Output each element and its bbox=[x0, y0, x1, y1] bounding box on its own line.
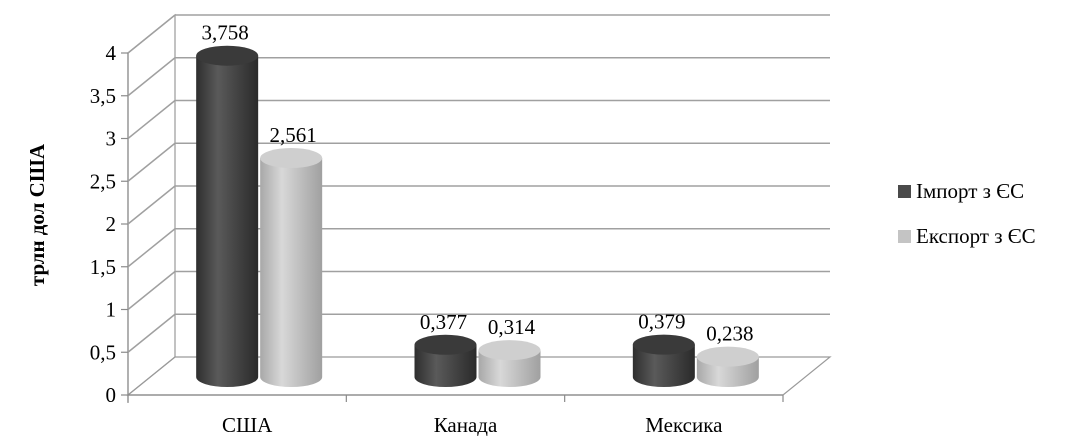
y-tick-label: 4 bbox=[106, 41, 117, 65]
bar-import-1 bbox=[414, 334, 477, 387]
bar-top bbox=[196, 45, 259, 66]
data-label: 0,377 bbox=[420, 310, 467, 334]
data-labels: 3,758 2,561 0,377 0,314 0,379 0,238 bbox=[202, 21, 754, 346]
x-category-label: США bbox=[222, 413, 273, 437]
gridline-diagonal bbox=[127, 313, 176, 353]
gridline-diagonal bbox=[127, 228, 176, 268]
y-tick-label: 3 bbox=[106, 127, 117, 151]
y-tick-label: 1,5 bbox=[90, 255, 116, 279]
legend: Імпорт з ЄС Експорт з ЄС bbox=[898, 179, 1036, 248]
legend-swatch bbox=[898, 230, 911, 243]
y-tick-label: 0 bbox=[106, 383, 117, 407]
y-axis-title: трлн дол США bbox=[25, 143, 49, 286]
bar-import-2 bbox=[632, 334, 695, 387]
y-tick-label: 2,5 bbox=[90, 169, 116, 193]
chart-walls bbox=[126, 13, 832, 403]
gridline-diagonal bbox=[127, 99, 176, 140]
bar-export-1 bbox=[478, 340, 541, 387]
legend-swatch bbox=[898, 185, 911, 198]
y-tick-label: 2 bbox=[106, 212, 117, 236]
bar-export-2 bbox=[696, 346, 759, 387]
gridline-diagonal bbox=[127, 14, 176, 54]
bars bbox=[196, 45, 759, 387]
x-category-label: Мексика bbox=[645, 413, 723, 437]
y-tick-label: 0,5 bbox=[90, 340, 116, 364]
bar-import-0 bbox=[196, 45, 259, 387]
bar-body bbox=[260, 158, 323, 387]
data-label: 0,238 bbox=[706, 322, 753, 346]
x-category-label: Канада bbox=[434, 413, 498, 437]
bar-top bbox=[696, 346, 759, 367]
bar-top bbox=[632, 334, 695, 355]
y-tick-label: 1 bbox=[106, 298, 117, 322]
legend-label: Імпорт з ЄС bbox=[916, 179, 1024, 203]
bar-export-0 bbox=[260, 148, 323, 387]
bar-body bbox=[414, 344, 477, 387]
bar-body bbox=[478, 350, 541, 387]
gridline-diagonal bbox=[127, 270, 176, 311]
gridline-diagonal bbox=[127, 57, 176, 97]
data-label: 3,758 bbox=[202, 21, 249, 45]
legend-label: Експорт з ЄС bbox=[916, 224, 1036, 248]
data-label: 0,379 bbox=[638, 310, 685, 334]
bar-body bbox=[196, 55, 259, 387]
y-axis-ticks: 0 0,5 1 1,5 2 2,5 3 3,5 4 bbox=[90, 41, 128, 407]
data-label: 0,314 bbox=[488, 315, 536, 339]
bar-top bbox=[260, 148, 323, 169]
bar-body bbox=[632, 344, 695, 387]
bar-top bbox=[414, 334, 477, 355]
y-tick-label: 3,5 bbox=[90, 84, 116, 108]
data-label: 2,561 bbox=[270, 123, 317, 147]
gridline-diagonal bbox=[127, 185, 176, 225]
x-axis-labels: США Канада Мексика bbox=[222, 413, 723, 437]
gridline-diagonal bbox=[127, 142, 176, 182]
bar-top bbox=[478, 340, 541, 361]
